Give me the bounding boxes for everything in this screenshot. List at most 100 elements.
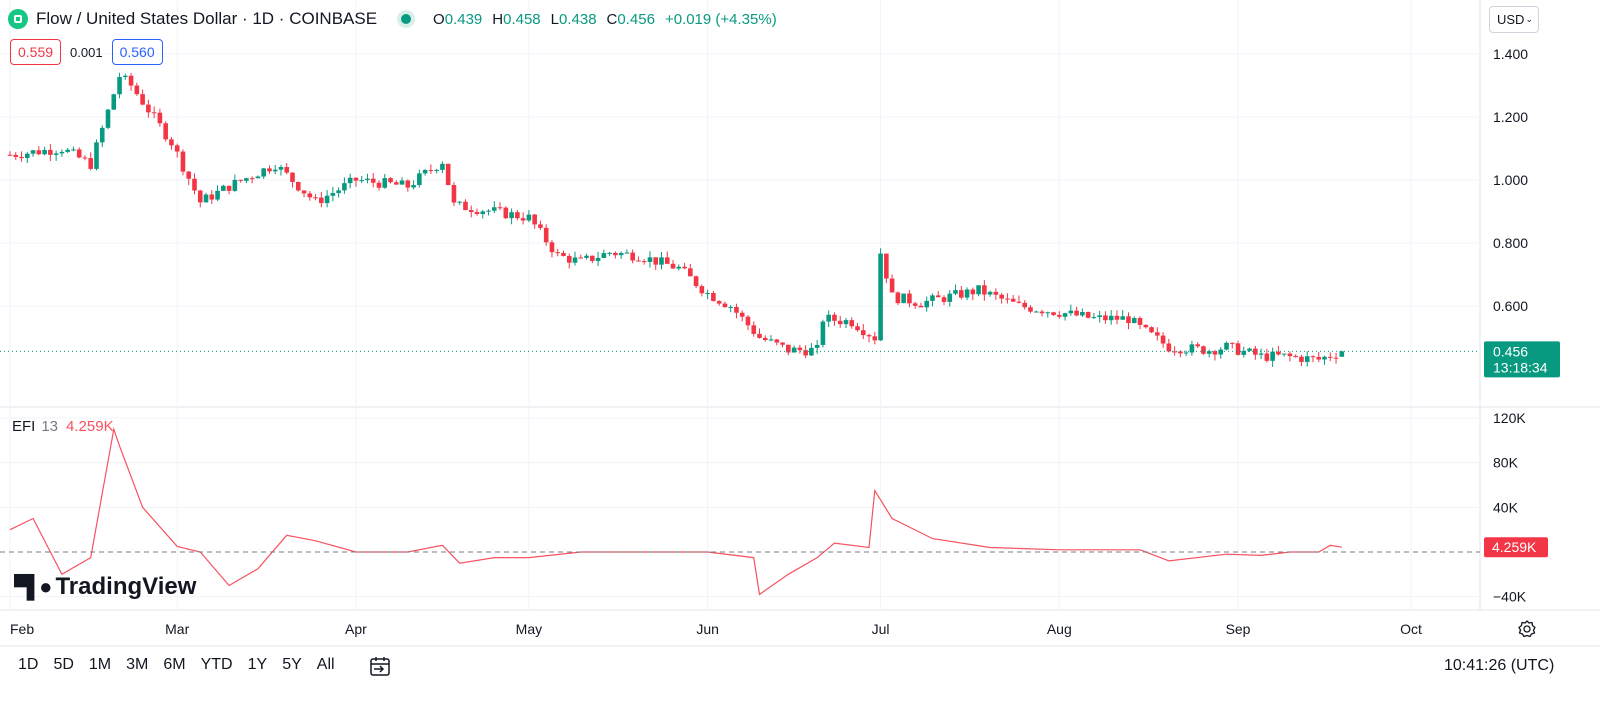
candle-body	[197, 190, 203, 203]
candle	[353, 177, 359, 187]
candle-body	[543, 227, 549, 243]
settings-gear-icon[interactable]	[1517, 619, 1537, 639]
candle-body	[53, 153, 59, 155]
candle-body	[1218, 349, 1224, 355]
candle	[295, 181, 301, 192]
timeframe-button[interactable]: All	[316, 656, 335, 673]
candle	[82, 155, 88, 161]
candle	[13, 152, 19, 161]
symbol-title[interactable]: Flow / United States Dollar · 1D · COINB…	[36, 9, 378, 28]
candle-body	[1316, 356, 1322, 360]
x-tick-label: Jul	[872, 621, 890, 637]
candle	[515, 209, 520, 221]
candle	[19, 151, 24, 162]
candle-body	[1033, 311, 1039, 313]
candle	[59, 149, 65, 157]
timeframe-button[interactable]: 6M	[163, 656, 186, 673]
candle-body	[601, 253, 607, 258]
candle	[1293, 354, 1298, 358]
candle-body	[566, 255, 572, 263]
candle	[860, 324, 866, 340]
candle-body	[347, 177, 353, 184]
candle-body	[1235, 343, 1241, 355]
candle	[1276, 345, 1281, 356]
candle	[1241, 346, 1247, 358]
candle	[1057, 311, 1062, 319]
candle	[705, 289, 710, 300]
candle-body	[1299, 356, 1304, 362]
candle	[1074, 306, 1079, 317]
candle	[1080, 308, 1085, 317]
candle-body	[590, 255, 595, 261]
candle	[791, 345, 797, 353]
candle	[1062, 312, 1068, 321]
candle	[901, 293, 906, 304]
candle	[88, 152, 94, 171]
candle-body	[7, 154, 13, 156]
buy-button[interactable]: 0.560	[111, 39, 163, 65]
candle	[434, 168, 439, 174]
timeframe-button[interactable]: 5D	[53, 656, 74, 673]
candle-body	[716, 301, 722, 304]
candle	[561, 250, 566, 257]
timeframe-button[interactable]: 1D	[18, 656, 39, 673]
candle-body	[930, 295, 935, 301]
candle	[209, 190, 215, 204]
candle-body	[768, 339, 774, 341]
currency-select[interactable]: USD ⌄	[1489, 6, 1539, 33]
timeframe-button[interactable]: YTD	[200, 656, 233, 673]
candle-body	[1258, 353, 1264, 355]
y-tick-label: 1.200	[1493, 109, 1528, 125]
candle	[284, 162, 290, 175]
candle-body	[157, 112, 163, 124]
timeframe-button[interactable]: 1Y	[247, 656, 268, 673]
candle-body	[751, 325, 757, 334]
candle-body	[1241, 350, 1247, 355]
candle-body	[134, 85, 140, 95]
candle	[1304, 351, 1310, 367]
candle	[976, 285, 981, 297]
candle	[964, 287, 970, 301]
timeframe-button[interactable]: 5Y	[282, 656, 302, 673]
symbol-legend: Flow / United States Dollar · 1D · COINB…	[8, 6, 777, 32]
candle-body	[872, 336, 878, 341]
candle	[255, 175, 261, 179]
ohlc-value: 0.458	[503, 10, 541, 28]
candle	[174, 143, 180, 158]
candle-body	[757, 333, 762, 338]
candle	[1028, 304, 1033, 314]
candle	[319, 191, 324, 208]
efi-legend[interactable]: EFI 13 4.259K	[12, 418, 114, 435]
candle	[65, 147, 70, 154]
candle	[595, 251, 601, 267]
candle	[249, 176, 255, 184]
candle	[169, 136, 174, 150]
timeframe-button[interactable]: 3M	[126, 656, 149, 673]
y-tick-label: 1.400	[1493, 46, 1528, 62]
calendar-range-icon[interactable]	[369, 655, 391, 677]
candle-body	[843, 320, 849, 325]
market-status-dot[interactable]	[401, 14, 412, 24]
candle-body	[111, 94, 117, 110]
candle-body	[440, 163, 445, 170]
timeframe-button[interactable]: 1M	[88, 656, 112, 673]
candle-body	[1172, 351, 1177, 353]
candle-body	[1189, 344, 1195, 353]
candle-body	[653, 257, 659, 265]
clock[interactable]: 10:41:26 (UTC)	[1444, 657, 1555, 674]
candle-body	[855, 326, 860, 331]
sell-button[interactable]: 0.559	[10, 39, 62, 65]
candle	[1264, 348, 1270, 363]
candle-body	[791, 347, 797, 353]
candle	[1253, 346, 1258, 360]
candle	[307, 191, 313, 201]
candle	[699, 284, 705, 297]
candle-body	[1155, 332, 1160, 336]
candle	[451, 182, 457, 207]
candle-body	[382, 178, 388, 188]
candle	[849, 317, 855, 329]
tradingview-logo[interactable]: ▀▌● TradingView	[14, 573, 196, 601]
candle-body	[48, 149, 53, 155]
candle-body	[82, 157, 88, 159]
